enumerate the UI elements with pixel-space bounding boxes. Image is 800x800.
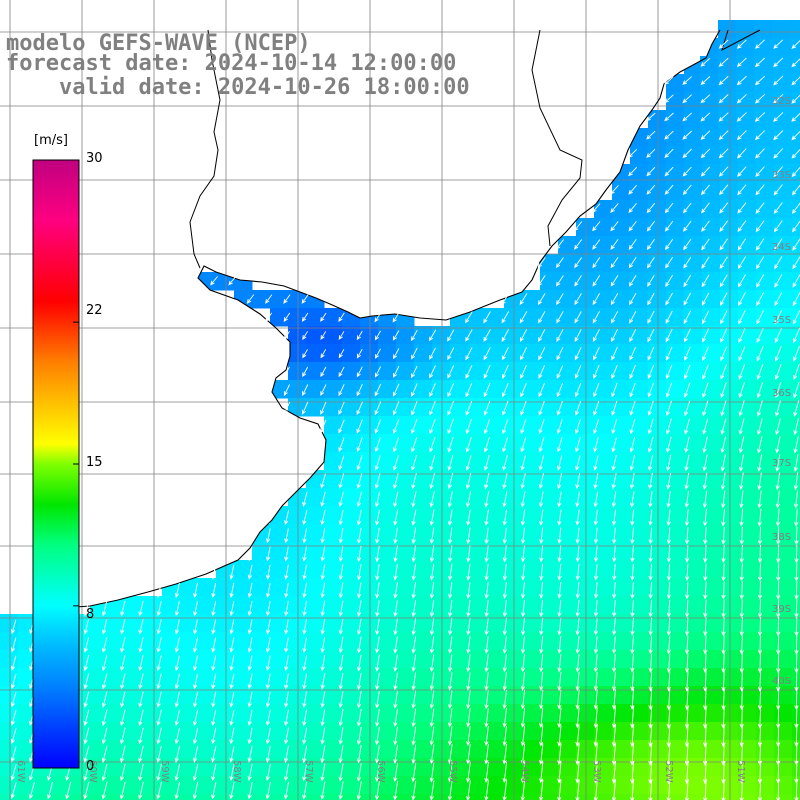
lat-label: 35S [772, 315, 791, 326]
lon-label: 56W [375, 760, 386, 783]
latitude-labels: 32S 33S 34S 35S 36S 37S 38S 39S 40S [772, 96, 791, 687]
colorbar-tick-30: 30 [86, 151, 103, 166]
coastline [33, 29, 761, 611]
lat-label: 32S [772, 96, 791, 107]
longitude-labels: 61W 60W 59W 58W 57W 56W 55W 54W 53W 52W 51W [15, 760, 746, 783]
colorbar [32, 159, 80, 769]
title-forecast-date: forecast date: 2024-10-14 12:00:00 [6, 51, 457, 76]
colorbar-tick-8: 8 [86, 607, 95, 622]
lon-label: 60W [87, 760, 98, 783]
lon-label: 54W [519, 760, 530, 783]
colorbar-tick-22: 22 [86, 303, 103, 318]
lat-label: 34S [772, 242, 791, 253]
lat-label: 39S [772, 604, 791, 615]
wind-speed-field [0, 38, 800, 800]
colorbar-unit-label: [m/s] [34, 133, 68, 148]
lon-label: 57W [303, 760, 314, 783]
title-model: modelo GEFS-WAVE (NCEP) [6, 31, 311, 56]
lon-label: 55W [447, 760, 458, 783]
lat-label: 40S [772, 676, 791, 687]
colorbar-gradient [32, 159, 80, 769]
lon-label: 52W [663, 760, 674, 783]
colorbar-tick-0: 0 [86, 759, 95, 774]
lon-label: 53W [591, 760, 602, 783]
lon-label: 59W [159, 760, 170, 783]
lat-label: 33S [772, 170, 791, 181]
lat-label: 38S [772, 532, 791, 543]
lat-label: 37S [772, 458, 791, 469]
lon-label: 51W [735, 760, 746, 783]
wind-arrows [10, 39, 800, 800]
title-valid-date: valid date: 2024-10-26 18:00:00 [6, 75, 470, 100]
lon-label: 58W [231, 760, 242, 783]
lon-label: 61W [15, 760, 26, 783]
colorbar-tick-15: 15 [86, 455, 103, 470]
lat-label: 36S [772, 388, 791, 399]
